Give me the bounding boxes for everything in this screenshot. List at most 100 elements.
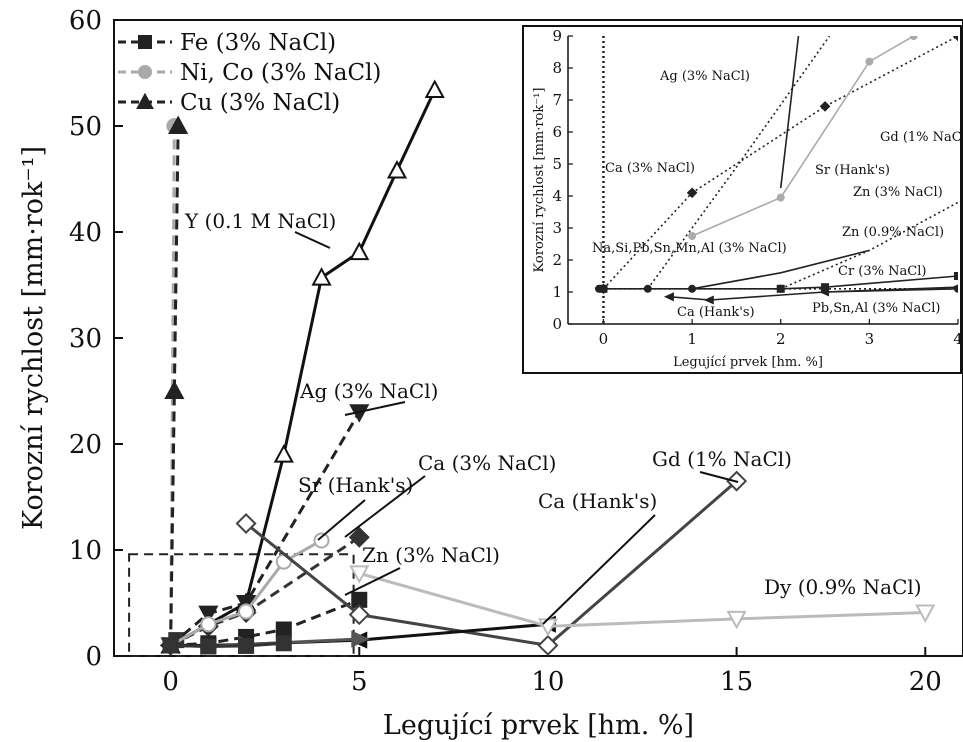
inset-series-ag-3-nacl [647,36,831,290]
data-point [275,621,292,638]
series-line [169,411,361,647]
inset-annotation-na-si-pb-sn-mn-al-3-nacl: Na,Si,Pb,Sn,Mn,Al (3% NaCl) [592,241,787,256]
inset-y-tick-label: 1 [552,283,562,301]
inset-y-tick-label: 7 [552,91,562,109]
inset-data-point [776,193,785,202]
data-point [311,267,332,286]
data-point [424,79,445,98]
legend: Fe (3% NaCl) Ni, Co (3% NaCl) Cu (3% NaCl) [118,30,381,116]
annotation-leader [344,475,426,538]
inset-y-tick-label: 0 [552,315,562,333]
annotation-sr-hank-s: Sr (Hank's) [298,473,413,497]
x-tick-label: 10 [531,667,564,697]
series-line [169,125,180,646]
inset-series-line [602,36,958,290]
x-tick-label: 0 [162,667,179,697]
inset-data-point [819,101,831,112]
inset-frame [522,25,962,374]
inset-data-point [599,284,608,293]
annotation-dy-0-9-nacl: Dy (0.9% NaCl) [764,575,922,599]
inset-annotation-ca-hank-s: Ca (Hank's) [677,305,755,320]
inset-x-tick-label: 1 [687,330,697,348]
inset-data-point [952,36,958,42]
annotation-ca-hank-s: Ca (Hank's) [538,489,657,513]
data-point [168,115,189,134]
y-tick-label: 0 [85,642,102,672]
inset-annotation-zn-3-nacl: Zn (3% NaCl) [853,185,943,200]
data-point [198,605,219,625]
series-line [245,479,738,647]
series-line [358,571,926,628]
inset-y-tick-label: 5 [552,155,562,173]
data-point [164,380,185,399]
y-tick-label: 30 [69,324,102,354]
data-point [348,526,370,548]
y-tick-label: 60 [69,6,102,36]
inset-annotation-zn-0-9-nacl: Zn (0.9% NaCl) [842,225,944,240]
legend-marker [136,92,154,109]
inset-annotation-sr-hank-s: Sr (Hank's) [815,163,890,178]
inset-annotation-gd-1-nacl: Gd (1% NaCl) [880,130,963,145]
data-point [238,603,255,620]
inset-data-point [688,232,697,240]
data-point [349,241,370,261]
annotation-zn-3-nacl: Zn (3% NaCl) [362,543,500,567]
legend-marker [138,35,152,49]
inset-y-tick-label: 2 [552,251,562,269]
inset-data-point [703,295,714,305]
y-axis-title: Korozní rychlost [mm·rok⁻¹] [18,146,49,530]
inset-data-point [663,292,674,302]
inset-y-tick-label: 4 [552,187,562,205]
data-point [235,512,257,535]
inset-y-tick-label: 3 [552,219,562,237]
inset-y-axis-title: Korozní rychlost [mm·rok⁻¹] [532,88,547,273]
series-cu-3-nacl [160,115,189,654]
data-point [313,532,330,549]
annotation-leader [294,231,331,249]
data-point [200,616,217,633]
y-tick-label: 40 [69,218,102,248]
inset-annotation-cr-3-nacl: Cr (3% NaCl) [838,264,926,279]
inset-series-line [691,36,915,237]
inset-data-point [954,272,958,280]
annotation-leader [542,514,656,625]
annotation-y-0-1-m-nacl: Y (0.1 M NaCl) [184,209,336,233]
inset-x-tick-label: 2 [776,330,786,348]
inset-annotation-pb-sn-al-3-nacl: Pb,Sn,Al (3% NaCl) [812,301,940,316]
data-point [386,160,408,179]
inset-annotation-ca-3-nacl: Ca (3% NaCl) [605,161,695,176]
inset-x-tick-label: 3 [865,330,875,348]
inset-series-gd-1-nacl [779,36,800,189]
y-tick-label: 50 [69,112,102,142]
inset-x-tick-label: 0 [599,330,609,348]
inset-data-point [909,36,918,40]
data-point [726,610,747,630]
data-point [200,638,217,655]
inset-y-tick-label: 8 [552,59,562,77]
series-gd-1-nacl [235,470,748,656]
inset-data-point [865,57,874,66]
inset-series-pb-sn-al-3-nacl [825,288,958,293]
legend-marker [138,65,152,79]
inset-series-line [603,275,958,290]
inset-x-tick-label: 4 [953,330,963,348]
series-line [170,641,284,648]
annotation-ca-3-nacl: Ca (3% NaCl) [418,451,556,475]
series-ca-3-nacl [160,526,370,656]
inset-data-point [686,187,698,199]
data-point [915,604,936,624]
data-point [349,565,370,584]
data-point [238,637,255,654]
series-cr-3-nacl [162,635,292,655]
data-point [351,630,371,648]
y-tick-label: 10 [69,536,102,566]
inset-series-cr-3-nacl [599,272,958,293]
x-tick-label: 15 [720,667,753,697]
data-point [348,604,370,626]
legend-label: Cu (3% NaCl) [180,90,340,116]
x-axis-title: Legující prvek [hm. %] [383,710,694,741]
inset-series-line [691,249,870,290]
x-tick-label: 5 [351,667,368,697]
inset-series-line [825,288,958,293]
inset-y-tick-label: 9 [552,27,562,45]
